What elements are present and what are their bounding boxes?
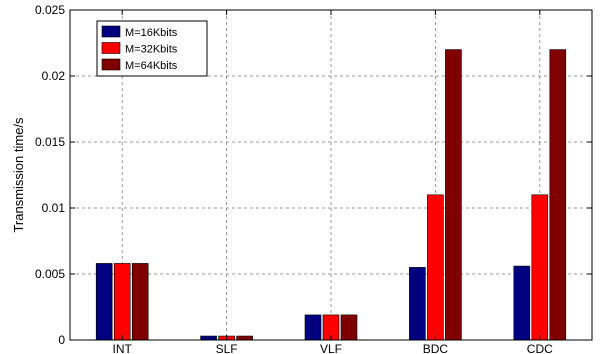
bar	[513, 265, 531, 341]
x-tick-label: SLF	[216, 342, 238, 354]
y-axis: 0 0.005 0.01 0.015 0.02 0.025	[35, 3, 592, 347]
legend-swatch	[101, 42, 121, 54]
y-tick-label: 0.025	[35, 3, 65, 17]
bar	[531, 194, 549, 341]
bar	[340, 314, 358, 341]
x-tick-label: INT	[113, 342, 133, 354]
legend: M=16Kbits M=32Kbits M=64Kbits	[96, 20, 208, 77]
x-tick-label: BDC	[423, 342, 449, 354]
x-tick-label: VLF	[320, 342, 342, 354]
bar	[200, 335, 217, 341]
y-tick-label: 0	[58, 333, 65, 347]
bar	[236, 335, 253, 341]
legend-swatch	[101, 58, 121, 71]
bar	[131, 263, 149, 341]
bar	[427, 194, 444, 341]
bar	[304, 314, 322, 341]
bar	[549, 49, 567, 341]
legend-swatch	[101, 25, 121, 38]
legend-label: M=64Kbits	[125, 60, 178, 72]
legend-label: M=32Kbits	[125, 44, 178, 56]
bar	[445, 49, 462, 341]
x-tick-label: CDC	[527, 342, 553, 354]
y-axis-label: Transmission time/s	[11, 117, 26, 233]
y-tick-label: 0.02	[42, 69, 66, 83]
legend-label: M=16Kbits	[125, 27, 178, 39]
bar	[95, 263, 113, 341]
x-axis: INT SLF VLF BDC CDC	[113, 10, 553, 354]
y-tick-label: 0.015	[35, 135, 65, 149]
bar	[409, 267, 426, 341]
bar	[113, 263, 131, 341]
bar-series-group	[95, 49, 567, 341]
y-tick-label: 0.005	[35, 267, 65, 281]
y-tick-label: 0.01	[42, 201, 66, 215]
